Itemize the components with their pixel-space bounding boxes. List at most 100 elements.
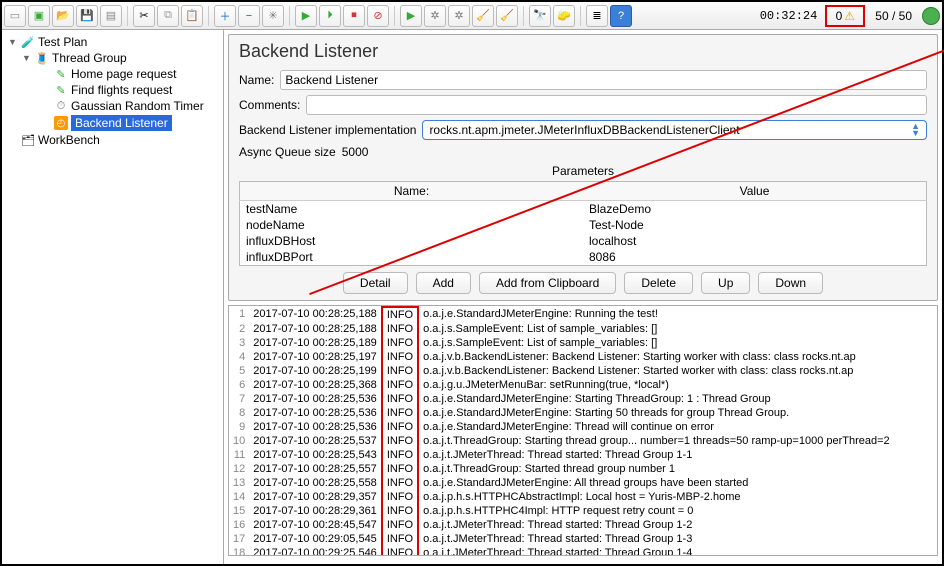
help-icon[interactable]: ? [610, 5, 632, 27]
line-number: 8 [229, 406, 249, 420]
save-icon[interactable]: 💾 [76, 5, 98, 27]
log-message: o.a.j.s.SampleEvent: List of sample_vari… [418, 322, 894, 336]
line-number: 16 [229, 518, 249, 532]
warning-counter[interactable]: 0 ⚠ [825, 5, 865, 27]
templates-icon[interactable]: ▣ [28, 5, 50, 27]
tree-node-home-request[interactable]: ✎ Home page request [4, 66, 221, 82]
tree-label: Gaussian Random Timer [71, 99, 204, 113]
function-helper-icon[interactable]: ≣ [586, 5, 608, 27]
tree-node-find-request[interactable]: ✎ Find flights request [4, 82, 221, 98]
log-row: 72017-07-10 00:28:25,536INFOo.a.j.e.Stan… [229, 392, 894, 406]
remote-stop-icon[interactable]: ✲ [424, 5, 446, 27]
tree-collapse-icon[interactable]: ▼ [8, 37, 18, 47]
reset-search-icon[interactable]: 🧽 [553, 5, 575, 27]
remote-start-icon[interactable]: ▶ [400, 5, 422, 27]
delete-button[interactable]: Delete [624, 272, 693, 294]
copy-icon[interactable]: ⧉ [157, 5, 179, 27]
start-icon[interactable]: ▶ [295, 5, 317, 27]
table-row[interactable]: influxDBPort8086 [240, 249, 927, 266]
queue-label: Async Queue size [239, 145, 336, 159]
param-value[interactable]: 8086 [583, 249, 927, 266]
log-message: o.a.j.p.h.s.HTTPHCAbstractImpl: Local ho… [418, 490, 894, 504]
log-row: 92017-07-10 00:28:25,536INFOo.a.j.e.Stan… [229, 420, 894, 434]
run-status-icon [922, 7, 940, 25]
line-number: 9 [229, 420, 249, 434]
save-as-icon[interactable]: ▤ [100, 5, 122, 27]
log-panel[interactable]: 12017-07-10 00:28:25,188INFOo.a.j.e.Stan… [228, 305, 938, 556]
log-level: INFO [382, 307, 418, 322]
up-button[interactable]: Up [701, 272, 750, 294]
toggle-icon[interactable]: ✳ [262, 5, 284, 27]
expand-icon[interactable]: ＋ [214, 5, 236, 27]
log-level: INFO [382, 420, 418, 434]
tree-node-gaussian-timer[interactable]: ⏱ Gaussian Random Timer [4, 98, 221, 114]
table-row[interactable]: nodeNameTest-Node [240, 217, 927, 233]
name-input[interactable] [280, 70, 927, 90]
cut-icon[interactable]: ✂ [133, 5, 155, 27]
tree-collapse-icon[interactable]: ▼ [22, 53, 32, 63]
down-button[interactable]: Down [758, 272, 823, 294]
log-timestamp: 2017-07-10 00:28:25,536 [249, 420, 382, 434]
log-level: INFO [382, 434, 418, 448]
listener-icon: ◴ [54, 116, 68, 130]
clear-icon[interactable]: 🧹 [472, 5, 494, 27]
log-message: o.a.j.g.u.JMeterMenuBar: setRunning(true… [418, 378, 894, 392]
line-number: 12 [229, 462, 249, 476]
shutdown-icon[interactable]: ⊘ [367, 5, 389, 27]
test-plan-tree[interactable]: ▼ 🧪 Test Plan ▼ 🧵 Thread Group ✎ Home pa… [2, 30, 224, 564]
log-message: o.a.j.t.JMeterThread: Thread started: Th… [418, 448, 894, 462]
add-from-clipboard-button[interactable]: Add from Clipboard [479, 272, 616, 294]
param-value[interactable]: BlazeDemo [583, 201, 927, 218]
log-level: INFO [382, 406, 418, 420]
tree-label: Backend Listener [71, 115, 172, 131]
clear-all-icon[interactable]: 🧹 [496, 5, 518, 27]
log-row: 32017-07-10 00:28:25,189INFOo.a.j.s.Samp… [229, 336, 894, 350]
log-message: o.a.j.t.JMeterThread: Thread started: Th… [418, 518, 894, 532]
param-name[interactable]: nodeName [240, 217, 584, 233]
tree-node-thread-group[interactable]: ▼ 🧵 Thread Group [4, 50, 221, 66]
log-row: 52017-07-10 00:28:25,199INFOo.a.j.v.b.Ba… [229, 364, 894, 378]
tree-node-workbench[interactable]: 🗂 WorkBench [4, 132, 221, 148]
log-timestamp: 2017-07-10 00:28:25,537 [249, 434, 382, 448]
param-name[interactable]: influxDBPort [240, 249, 584, 266]
param-name[interactable]: testName [240, 201, 584, 218]
param-name[interactable]: influxDBHost [240, 233, 584, 249]
impl-value: rocks.nt.apm.jmeter.JMeterInfluxDBBacken… [429, 123, 739, 137]
line-number: 1 [229, 307, 249, 322]
line-number: 15 [229, 504, 249, 518]
tree-node-test-plan[interactable]: ▼ 🧪 Test Plan [4, 34, 221, 50]
table-row[interactable]: influxDBHostlocalhost [240, 233, 927, 249]
new-icon[interactable]: ▭ [4, 5, 26, 27]
log-level: INFO [382, 336, 418, 350]
tree-node-backend-listener[interactable]: ◴ Backend Listener [4, 114, 221, 132]
col-name[interactable]: Name: [240, 182, 584, 201]
collapse-icon[interactable]: − [238, 5, 260, 27]
stop-icon[interactable]: ⏹ [343, 5, 365, 27]
log-message: o.a.j.p.h.s.HTTPHC4Impl: HTTP request re… [418, 504, 894, 518]
log-timestamp: 2017-07-10 00:28:25,368 [249, 378, 382, 392]
table-row[interactable]: testNameBlazeDemo [240, 201, 927, 218]
remote-shutdown-icon[interactable]: ✲ [448, 5, 470, 27]
log-row: 82017-07-10 00:28:25,536INFOo.a.j.e.Stan… [229, 406, 894, 420]
tree-label: WorkBench [38, 133, 100, 147]
log-timestamp: 2017-07-10 00:28:25,188 [249, 322, 382, 336]
params-table[interactable]: Name: Value testNameBlazeDemonodeNameTes… [239, 181, 927, 266]
log-message: o.a.j.t.ThreadGroup: Started thread grou… [418, 462, 894, 476]
comments-label: Comments: [239, 98, 300, 112]
col-value[interactable]: Value [583, 182, 927, 201]
log-level: INFO [382, 504, 418, 518]
start-no-timers-icon[interactable]: ⏵ [319, 5, 341, 27]
comments-input[interactable] [306, 95, 927, 115]
log-row: 62017-07-10 00:28:25,368INFOo.a.j.g.u.JM… [229, 378, 894, 392]
detail-button[interactable]: Detail [343, 272, 408, 294]
param-value[interactable]: localhost [583, 233, 927, 249]
open-icon[interactable]: 📂 [52, 5, 74, 27]
log-message: o.a.j.t.JMeterThread: Thread started: Th… [418, 532, 894, 546]
param-value[interactable]: Test-Node [583, 217, 927, 233]
warn-count: 0 [836, 9, 843, 23]
paste-icon[interactable]: 📋 [181, 5, 203, 27]
search-icon[interactable]: 🔭 [529, 5, 551, 27]
impl-select[interactable]: rocks.nt.apm.jmeter.JMeterInfluxDBBacken… [422, 120, 927, 140]
workbench-icon: 🗂 [21, 133, 35, 147]
add-button[interactable]: Add [416, 272, 471, 294]
